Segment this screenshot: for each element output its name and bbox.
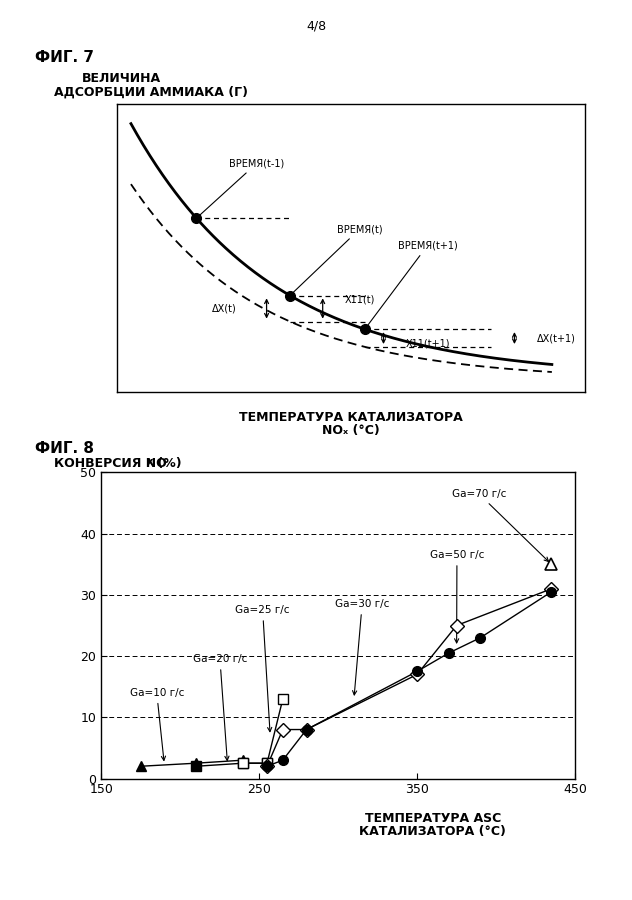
Text: Ga=50 г/с: Ga=50 г/с [430, 550, 484, 643]
Text: ΔX(t): ΔX(t) [212, 303, 237, 313]
Text: ФИГ. 7: ФИГ. 7 [35, 50, 94, 65]
Text: ВРЕМЯ(t+1): ВРЕМЯ(t+1) [367, 240, 458, 327]
Text: ТЕМПЕРАТУРА КАТАЛИЗАТОРА: ТЕМПЕРАТУРА КАТАЛИЗАТОРА [239, 411, 463, 424]
Text: КОНВЕРСИЯ NO: КОНВЕРСИЯ NO [54, 457, 166, 470]
Text: ΔX(t+1): ΔX(t+1) [537, 333, 576, 343]
Text: Ga=25 г/с: Ga=25 г/с [235, 606, 290, 732]
Text: x: x [147, 457, 154, 467]
Text: КАТАЛИЗАТОРА (°C): КАТАЛИЗАТОРА (°C) [360, 825, 506, 838]
Text: Ga=30 г/с: Ga=30 г/с [335, 599, 389, 695]
Text: ТЕМПЕРАТУРА ASC: ТЕМПЕРАТУРА ASC [365, 812, 501, 824]
Text: Ga=70 г/с: Ga=70 г/с [452, 489, 549, 562]
Text: ФИГ. 8: ФИГ. 8 [35, 441, 94, 456]
Text: X11(t+1): X11(t+1) [406, 338, 450, 349]
Text: X11(t): X11(t) [345, 295, 375, 305]
Text: (%): (%) [153, 457, 181, 470]
Text: ВРЕМЯ(t): ВРЕМЯ(t) [292, 224, 382, 293]
Text: ВЕЛИЧИНА: ВЕЛИЧИНА [82, 72, 161, 85]
Text: NOₓ (°C): NOₓ (°C) [322, 424, 380, 436]
Text: Ga=10 г/с: Ga=10 г/с [130, 688, 184, 760]
Text: 4/8: 4/8 [306, 20, 326, 32]
Text: АДСОРБЦИИ АММИАКА (Г): АДСОРБЦИИ АММИАКА (Г) [54, 86, 248, 98]
Text: ВРЕМЯ(t-1): ВРЕМЯ(t-1) [198, 158, 284, 216]
Text: Ga=20 г/с: Ga=20 г/с [193, 654, 247, 760]
